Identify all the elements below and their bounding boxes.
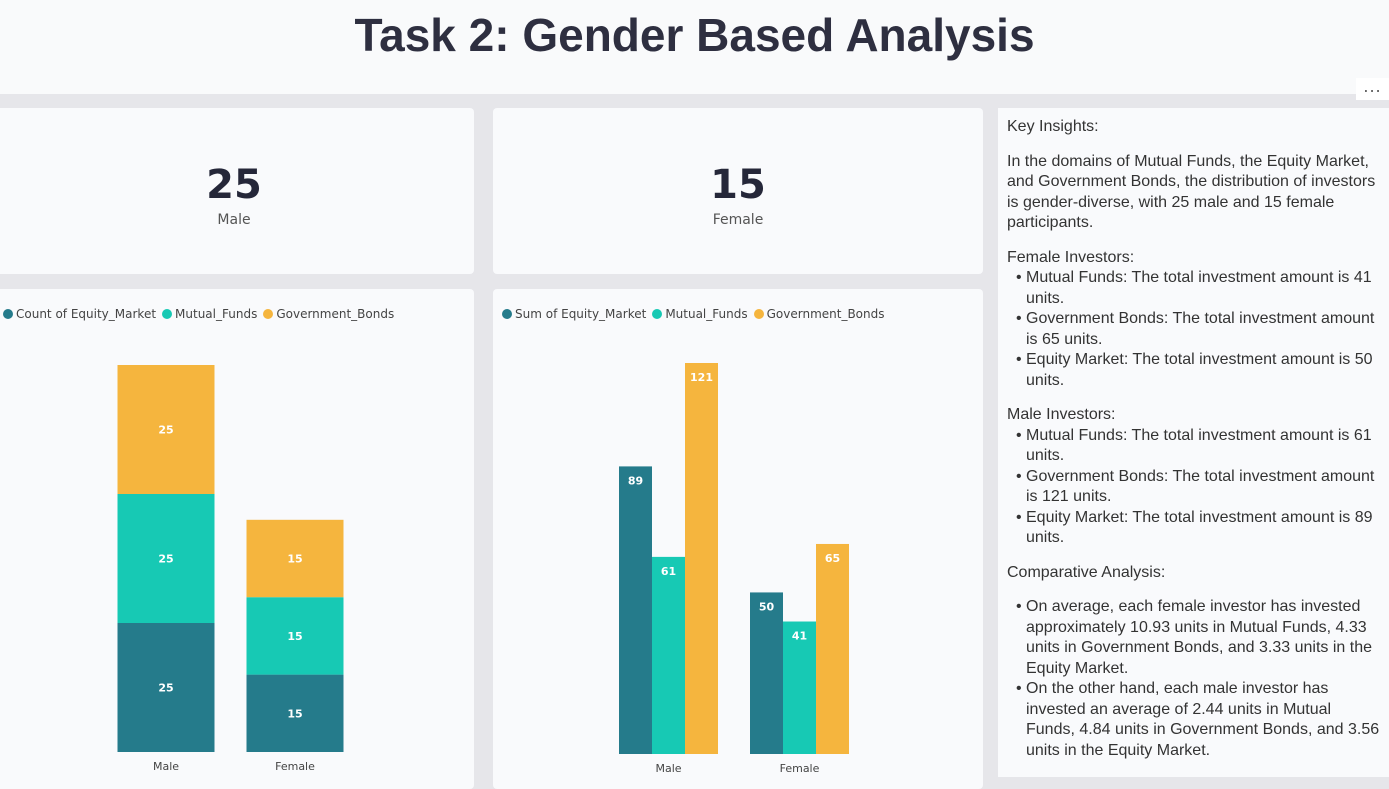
page-title: Task 2: Gender Based Analysis: [354, 9, 1035, 61]
female-investors-heading: Female Investors:: [1007, 248, 1135, 266]
list-item: • On average, each female investor has in…: [1016, 598, 1372, 677]
legend-item-bonds: Government_Bonds: [753, 307, 885, 321]
bullet-icon: •: [1016, 269, 1022, 286]
bar-segment: [246, 597, 344, 675]
female-investors-list: • Mutual Funds: The total investment amou…: [1007, 268, 1383, 391]
kpi-value-male: 25: [206, 162, 262, 208]
data-label: 61: [661, 565, 676, 578]
male-investors-heading: Male Investors:: [1007, 406, 1116, 423]
data-label: 41: [792, 630, 807, 643]
list-item: • Government Bonds: The total investment …: [1016, 467, 1375, 506]
legend-label: Government_Bonds: [276, 307, 395, 321]
kpi-label-female: Female: [712, 212, 764, 228]
legend-item-equity: Count of Equity_Market: [3, 307, 156, 321]
bullet-icon: •: [1016, 680, 1022, 697]
legend-dot-icon: [263, 309, 274, 319]
bar-segment: [117, 623, 215, 752]
insights-heading: Key Insights:: [1007, 118, 1099, 135]
page-header: Task 2: Gender Based Analysis: [0, 0, 1389, 94]
legend-item-mutual: Mutual_Funds: [162, 307, 257, 321]
x-axis-tick-label: Male: [153, 760, 179, 773]
legend-label: Sum of Equity_Market: [515, 307, 647, 321]
bar: [783, 621, 816, 754]
legend-item-equity: Sum of Equity_Market: [502, 307, 646, 321]
stacked-bar-chart: 25 25 25 Male 15 15 15 Female: [117, 365, 344, 773]
clustered-sum-chart-card[interactable]: Sum of Equity_Market Mutual_Funds Govern…: [493, 289, 983, 789]
kpi-card-male[interactable]: 25 Male: [0, 108, 474, 274]
list-item: • On the other hand, each male investor h…: [1016, 680, 1380, 759]
clustered-bar-chart: 89 61 121 Male 50 41 65 Female: [619, 363, 849, 775]
list-item: • Government Bonds: The total investment …: [1016, 310, 1375, 348]
kpi-value-female: 15: [710, 162, 766, 208]
kpi-label-male: Male: [217, 212, 251, 228]
data-label: 50: [759, 600, 775, 613]
list-item: • Equity Market: The total investment amo…: [1016, 351, 1373, 389]
data-label: 65: [825, 552, 840, 565]
comparative-analysis-heading: Comparative Analysis:: [1007, 563, 1166, 581]
data-label: 15: [287, 707, 302, 720]
bar-segment: [117, 365, 215, 494]
list-item: • Mutual Funds: The total investment amou…: [1016, 426, 1372, 465]
legend-dot-icon: [753, 309, 764, 319]
legend-label: Mutual_Funds: [175, 307, 258, 321]
bullet-icon: •: [1016, 467, 1022, 485]
bar-segment: [246, 519, 344, 598]
bar: [750, 592, 783, 754]
data-label: 25: [158, 682, 173, 695]
data-label: 25: [158, 553, 173, 566]
x-axis-tick-label: Female: [780, 762, 820, 775]
list-item: • Mutual Funds: The total investment amou…: [1016, 269, 1372, 307]
x-axis-tick-label: Female: [275, 760, 315, 773]
insights-intro: In the domains of Mutual Funds, the Equi…: [1007, 152, 1376, 232]
bullet-icon: •: [1016, 310, 1022, 327]
legend-dot-icon: [502, 309, 512, 319]
more-options-button[interactable]: ...: [1356, 78, 1389, 100]
data-label: 15: [287, 553, 302, 566]
legend-dot-icon: [3, 309, 13, 319]
comparative-analysis-list: • On average, each female investor has in…: [1007, 597, 1383, 761]
bullet-icon: •: [1016, 426, 1022, 444]
data-label: 121: [690, 371, 713, 384]
x-axis-tick-label: Male: [655, 762, 681, 775]
kpi-card-female[interactable]: 15 Female: [493, 108, 983, 274]
legend-item-bonds: Government_Bonds: [263, 307, 394, 321]
legend-item-mutual: Mutual_Funds: [652, 307, 748, 321]
legend-dot-icon: [652, 309, 663, 319]
male-investors-list: • Mutual Funds: The total investment amou…: [1007, 426, 1383, 549]
data-label: 25: [158, 424, 173, 437]
bar: [816, 543, 849, 754]
legend-label: Count of Equity_Market: [16, 307, 157, 321]
chart-legend: Sum of Equity_Market Mutual_Funds Govern…: [502, 307, 891, 321]
stacked-count-chart-card[interactable]: Count of Equity_Market Mutual_Funds Gove…: [0, 289, 474, 789]
bullet-icon: •: [1016, 598, 1022, 615]
bar: [652, 556, 685, 754]
legend-label: Government_Bonds: [766, 307, 885, 321]
legend-dot-icon: [162, 309, 173, 319]
bar-segment: [117, 494, 215, 623]
key-insights-panel: Key Insights: In the domains of Mutual F…: [998, 108, 1389, 777]
list-item: • Equity Market: The total investment amo…: [1016, 508, 1373, 547]
bar-segment: [246, 674, 344, 752]
chart-legend: Count of Equity_Market Mutual_Funds Gove…: [3, 307, 400, 321]
bullet-icon: •: [1016, 351, 1022, 368]
legend-label: Mutual_Funds: [665, 307, 748, 321]
bar: [619, 466, 652, 754]
bar: [685, 363, 718, 754]
data-label: 15: [287, 630, 302, 643]
data-label: 89: [628, 474, 643, 487]
bullet-icon: •: [1016, 508, 1022, 526]
